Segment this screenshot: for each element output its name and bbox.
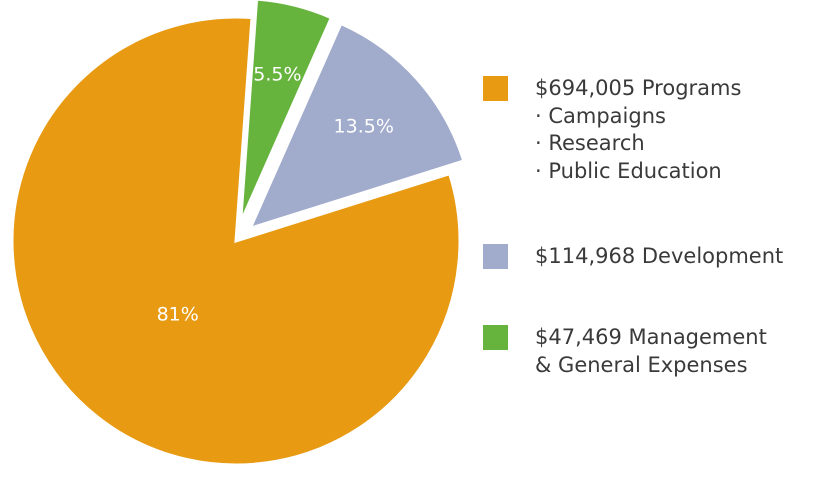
- pie-slice: [239, 0, 334, 224]
- legend-sublabel: · Research: [535, 131, 645, 155]
- legend-text: $47,469 Management & General Expenses: [535, 324, 815, 379]
- legend-text: $114,968 Development: [535, 243, 815, 271]
- legend-label: $694,005 Programs: [535, 76, 742, 100]
- legend-sublabel: · Public Education: [535, 158, 722, 183]
- legend-swatch: [483, 244, 508, 269]
- slice-percent-label: 13.5%: [334, 115, 394, 137]
- slice-percent-label: 5.5%: [253, 63, 301, 85]
- legend-swatch: [483, 76, 508, 101]
- legend-text: $694,005 Programs · Campaigns · Research · …: [535, 75, 815, 185]
- legend-label: $114,968 Development: [535, 244, 784, 268]
- legend-label: $47,469 Management: [535, 325, 767, 349]
- slice-percent-label: 81%: [157, 303, 199, 325]
- pie-slice: [247, 21, 466, 231]
- legend-sublabel: · Campaigns: [535, 103, 666, 128]
- legend-swatch: [483, 325, 508, 350]
- pie-slice: [10, 15, 462, 467]
- legend-sublabel: & General Expenses: [535, 352, 748, 377]
